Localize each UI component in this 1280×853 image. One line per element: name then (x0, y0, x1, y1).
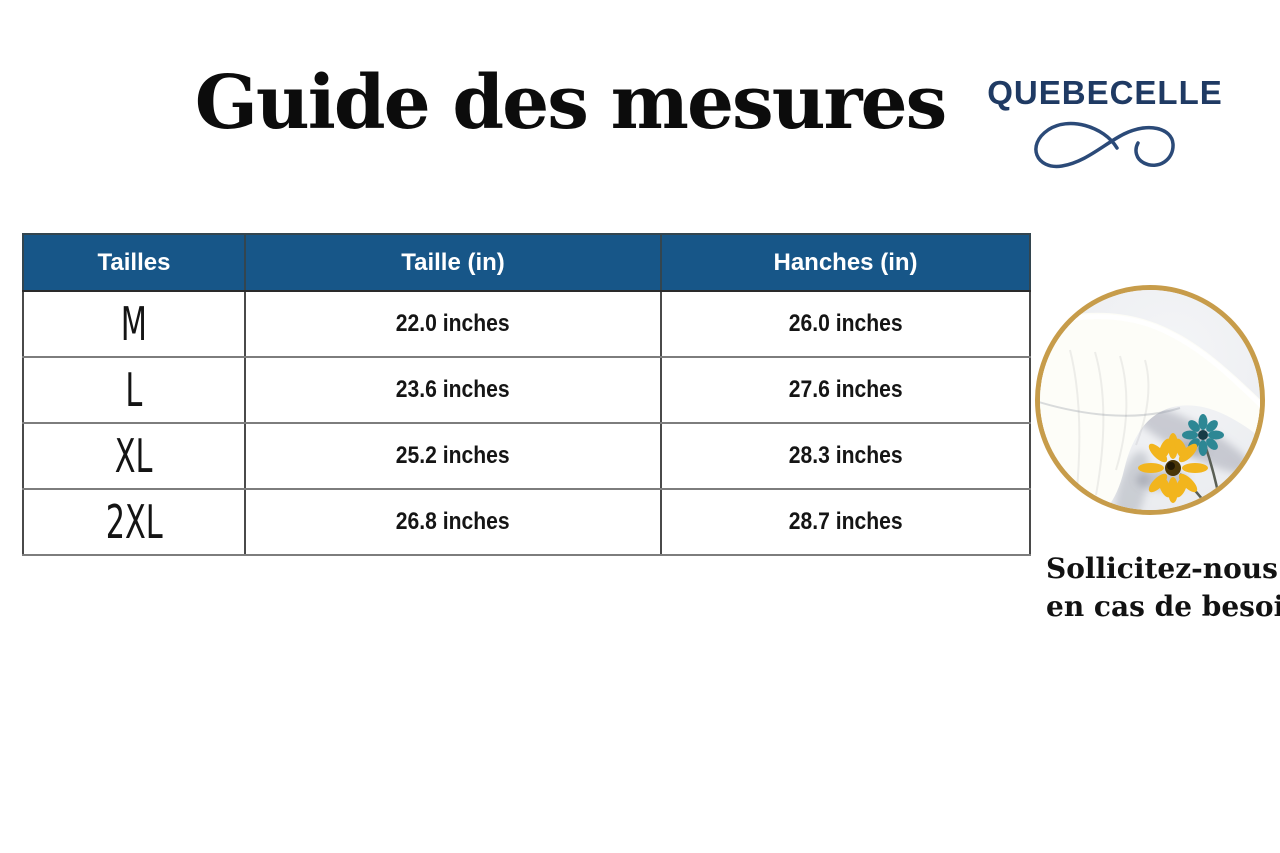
thong-product-photo (1035, 285, 1265, 515)
page-title: Guide des mesures (194, 60, 948, 146)
brand-name: QUEBECELLE (987, 74, 1223, 111)
waist-cell: 23.6 inches (244, 356, 662, 424)
hips-value: 26.0 inches (788, 310, 903, 337)
help-note-line2: en cas de besoin (1046, 590, 1280, 623)
hips-cell: 27.6 inches (660, 356, 1031, 424)
column-header-sizes: Tailles (22, 233, 246, 292)
column-header-waist: Taille (in) (244, 233, 662, 292)
size-label: 2XL (105, 495, 163, 549)
waist-cell: 26.8 inches (244, 488, 662, 556)
size-label: XL (115, 429, 153, 483)
waist-cell: 25.2 inches (244, 422, 662, 490)
size-cell: M (22, 290, 246, 358)
hips-cell: 28.7 inches (660, 488, 1031, 556)
help-note-line1: Sollicitez-nous (1046, 552, 1278, 585)
waist-value: 25.2 inches (396, 442, 510, 469)
hips-cell: 26.0 inches (660, 290, 1031, 358)
size-cell: 2XL (22, 488, 246, 556)
table-row-xl: XL 25.2 inches 28.3 inches (22, 422, 1031, 490)
size-label: M (120, 297, 148, 351)
waist-value: 22.0 inches (396, 310, 510, 337)
size-table: Tailles Taille (in) Hanches (in) M 22.0 … (22, 233, 1031, 556)
hips-cell: 28.3 inches (660, 422, 1031, 490)
help-note: Sollicitez-nous en cas de besoin (1046, 550, 1280, 626)
hips-value: 28.3 inches (788, 442, 903, 469)
size-label: L (125, 363, 143, 417)
table-row-m: M 22.0 inches 26.0 inches (22, 290, 1031, 358)
waist-value: 23.6 inches (396, 376, 510, 403)
brand-logo: QUEBECELLE (960, 74, 1250, 179)
size-table-header-row: Tailles Taille (in) Hanches (in) (22, 233, 1031, 292)
table-row-l: L 23.6 inches 27.6 inches (22, 356, 1031, 424)
waist-value: 26.8 inches (396, 508, 510, 535)
column-header-hips: Hanches (in) (660, 233, 1031, 292)
infinity-icon (960, 112, 1250, 179)
waist-cell: 22.0 inches (244, 290, 662, 358)
teal-flower (1182, 414, 1224, 456)
hips-value: 28.7 inches (788, 508, 903, 535)
hips-value: 27.6 inches (788, 376, 903, 403)
yellow-flower (1138, 433, 1208, 503)
size-cell: XL (22, 422, 246, 490)
size-cell: L (22, 356, 246, 424)
table-row-2xl: 2XL 26.8 inches 28.7 inches (22, 488, 1031, 556)
